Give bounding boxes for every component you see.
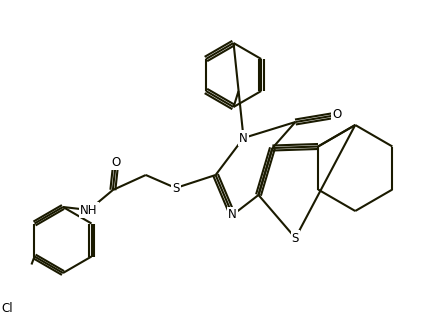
Text: O: O [111,155,121,168]
Text: S: S [292,231,299,244]
Text: N: N [228,209,237,222]
Text: N: N [239,132,248,145]
Text: Cl: Cl [1,302,13,315]
Text: S: S [172,181,179,194]
Text: NH: NH [80,203,98,216]
Text: O: O [333,109,342,122]
